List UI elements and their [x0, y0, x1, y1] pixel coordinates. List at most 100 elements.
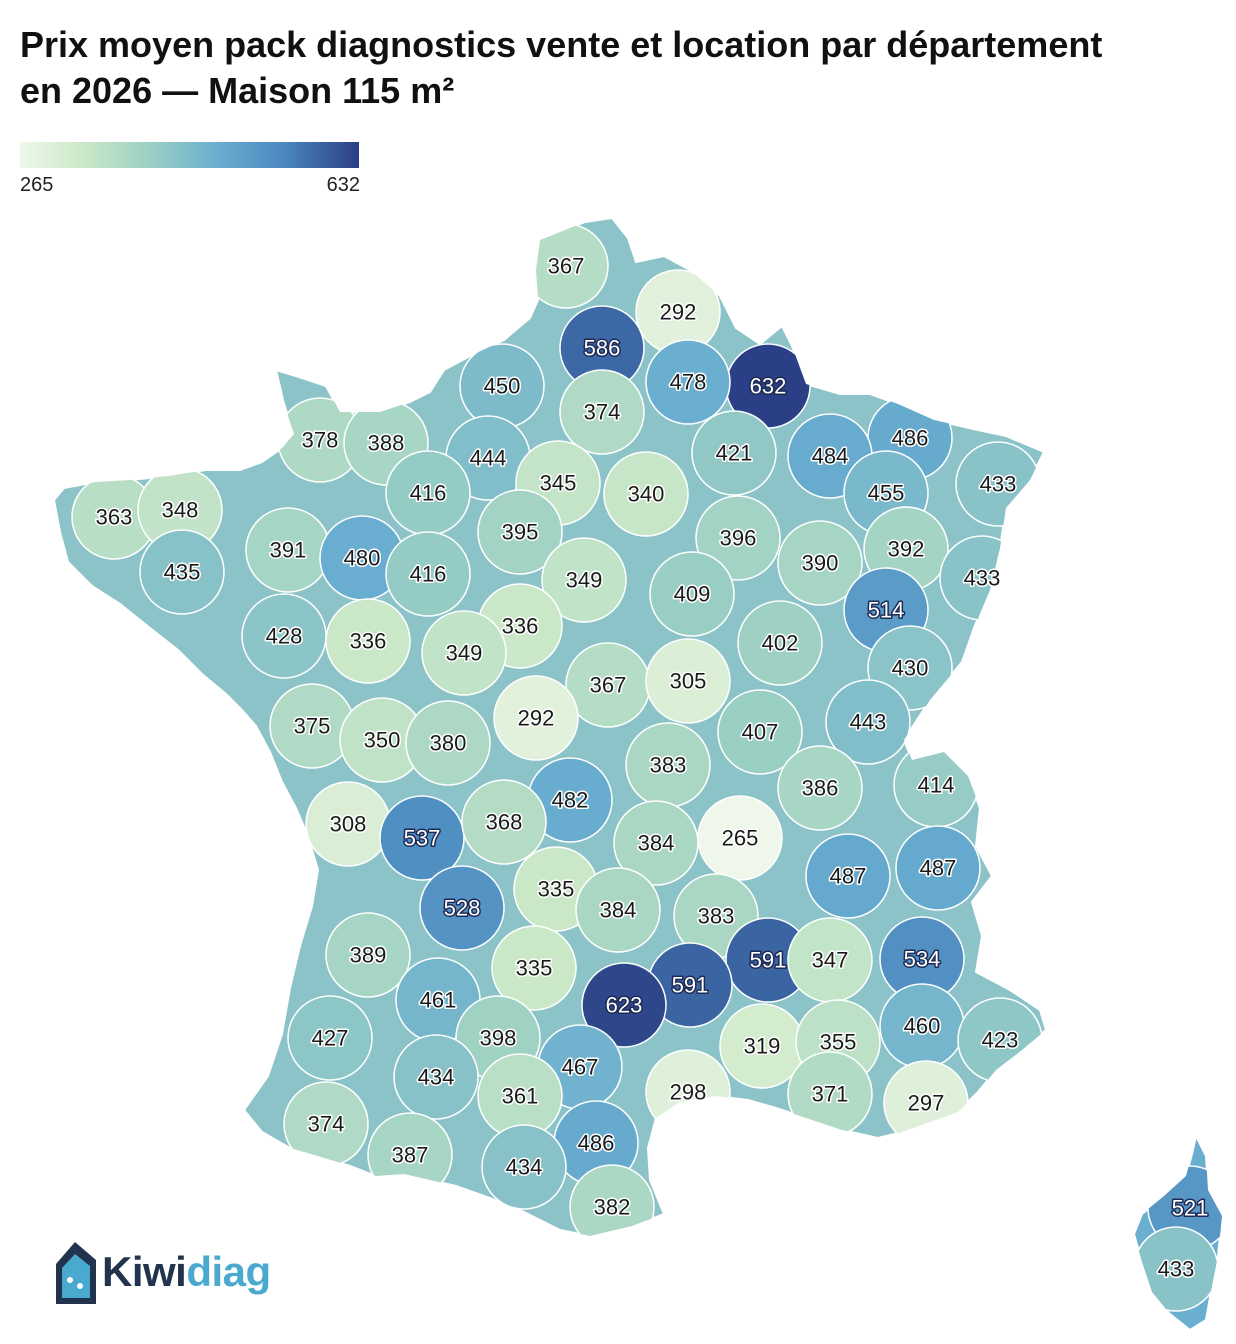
department-value-label: 521 [1172, 1196, 1209, 1221]
department-value-label: 387 [392, 1143, 429, 1168]
department-value-label: 487 [920, 856, 957, 881]
department-value-label: 319 [744, 1034, 781, 1059]
department-value-label: 467 [562, 1055, 599, 1080]
department-value-label: 367 [548, 254, 585, 279]
department-region [419, 865, 505, 951]
department-value-label: 409 [674, 582, 711, 607]
department-value-label: 345 [540, 471, 577, 496]
department-region [405, 700, 491, 786]
department-value-label: 486 [578, 1131, 615, 1156]
department-region [645, 638, 731, 724]
department-value-label: 591 [672, 973, 709, 998]
legend-max-label: 632 [326, 174, 360, 196]
department-value-label: 416 [410, 481, 447, 506]
department-region [139, 529, 225, 615]
department-value-label: 430 [892, 656, 929, 681]
department-value-label: 292 [660, 300, 697, 325]
department-value-label: 416 [410, 562, 447, 587]
department-value-label: 534 [904, 947, 941, 972]
department-value-label: 414 [918, 773, 955, 798]
department-region [825, 679, 911, 765]
department-value-label: 363 [96, 505, 133, 530]
department-value-label: 367 [590, 673, 627, 698]
department-region [393, 1034, 479, 1120]
department-value-label: 388 [368, 431, 405, 456]
department-region [477, 489, 563, 575]
department-value-label: 340 [628, 482, 665, 507]
department-region [493, 675, 579, 761]
map-title: Prix moyen pack diagnostics vente et loc… [20, 24, 1103, 111]
department-value-label: 482 [552, 788, 589, 813]
department-value-label: 455 [868, 481, 905, 506]
department-region [777, 745, 863, 831]
department-value-label: 460 [904, 1014, 941, 1039]
department-region [461, 779, 547, 865]
department-value-label: 355 [820, 1030, 857, 1055]
department-value-label: 350 [364, 728, 401, 753]
department-value-label: 349 [566, 568, 603, 593]
department-region [645, 339, 731, 425]
department-value-label: 434 [418, 1065, 455, 1090]
department-region [695, 495, 781, 581]
kiwidiag-logo: Kiwidiag [52, 1230, 312, 1310]
logo-kiwi: Kiwi [102, 1248, 187, 1295]
department-value-label: 347 [812, 948, 849, 973]
department-value-label: 305 [670, 669, 707, 694]
department-value-label: 292 [518, 706, 555, 731]
logo-diag: diag [186, 1248, 271, 1295]
department-value-label: 423 [982, 1028, 1019, 1053]
department-value-label: 383 [650, 753, 687, 778]
department-value-label: 335 [516, 956, 553, 981]
department-labels: 367 292 586 632 450 478 374 378 388 444 486 421 484 4… [94, 252, 1210, 1283]
department-value-label: 298 [670, 1080, 707, 1105]
department-value-label: 478 [670, 370, 707, 395]
house-logo-icon [56, 1242, 96, 1304]
department-value-label: 480 [344, 546, 381, 571]
department-region [895, 825, 981, 911]
department-value-label: 383 [698, 904, 735, 929]
department-value-label: 384 [600, 898, 637, 923]
department-value-label: 361 [502, 1084, 539, 1109]
department-value-label: 308 [330, 812, 367, 837]
department-region [575, 867, 661, 953]
department-value-label: 433 [1158, 1257, 1195, 1282]
department-value-label: 335 [538, 877, 575, 902]
department-value-label: 336 [350, 629, 387, 654]
department-value-label: 386 [802, 776, 839, 801]
department-region [581, 962, 667, 1048]
department-region [541, 537, 627, 623]
department-value-label: 632 [750, 374, 787, 399]
department-value-label: 450 [484, 374, 521, 399]
legend-min-label: 265 [20, 174, 54, 196]
department-value-label: 528 [444, 896, 481, 921]
department-value-label: 390 [802, 551, 839, 576]
department-region [325, 598, 411, 684]
department-value-label: 392 [888, 537, 925, 562]
department-value-label: 484 [812, 444, 849, 469]
department-value-label: 389 [350, 943, 387, 968]
department-value-label: 461 [420, 988, 457, 1013]
department-value-label: 433 [980, 472, 1017, 497]
department-value-label: 407 [742, 720, 779, 745]
department-value-label: 402 [762, 631, 799, 656]
department-value-label: 382 [594, 1195, 631, 1220]
department-value-label: 348 [162, 498, 199, 523]
department-value-label: 297 [908, 1091, 945, 1116]
department-region [737, 600, 823, 686]
department-value-label: 421 [716, 441, 753, 466]
department-region [717, 689, 803, 775]
department-region [777, 520, 863, 606]
department-region [805, 833, 891, 919]
department-value-label: 391 [270, 538, 307, 563]
department-value-label: 396 [720, 526, 757, 551]
department-value-label: 427 [312, 1026, 349, 1051]
department-value-label: 349 [446, 641, 483, 666]
department-value-label: 265 [722, 826, 759, 851]
department-value-label: 486 [892, 426, 929, 451]
department-region [559, 369, 645, 455]
department-value-label: 374 [584, 400, 621, 425]
legend-gradient-bar [20, 142, 359, 168]
department-value-label: 443 [850, 710, 887, 735]
department-value-label: 487 [830, 864, 867, 889]
